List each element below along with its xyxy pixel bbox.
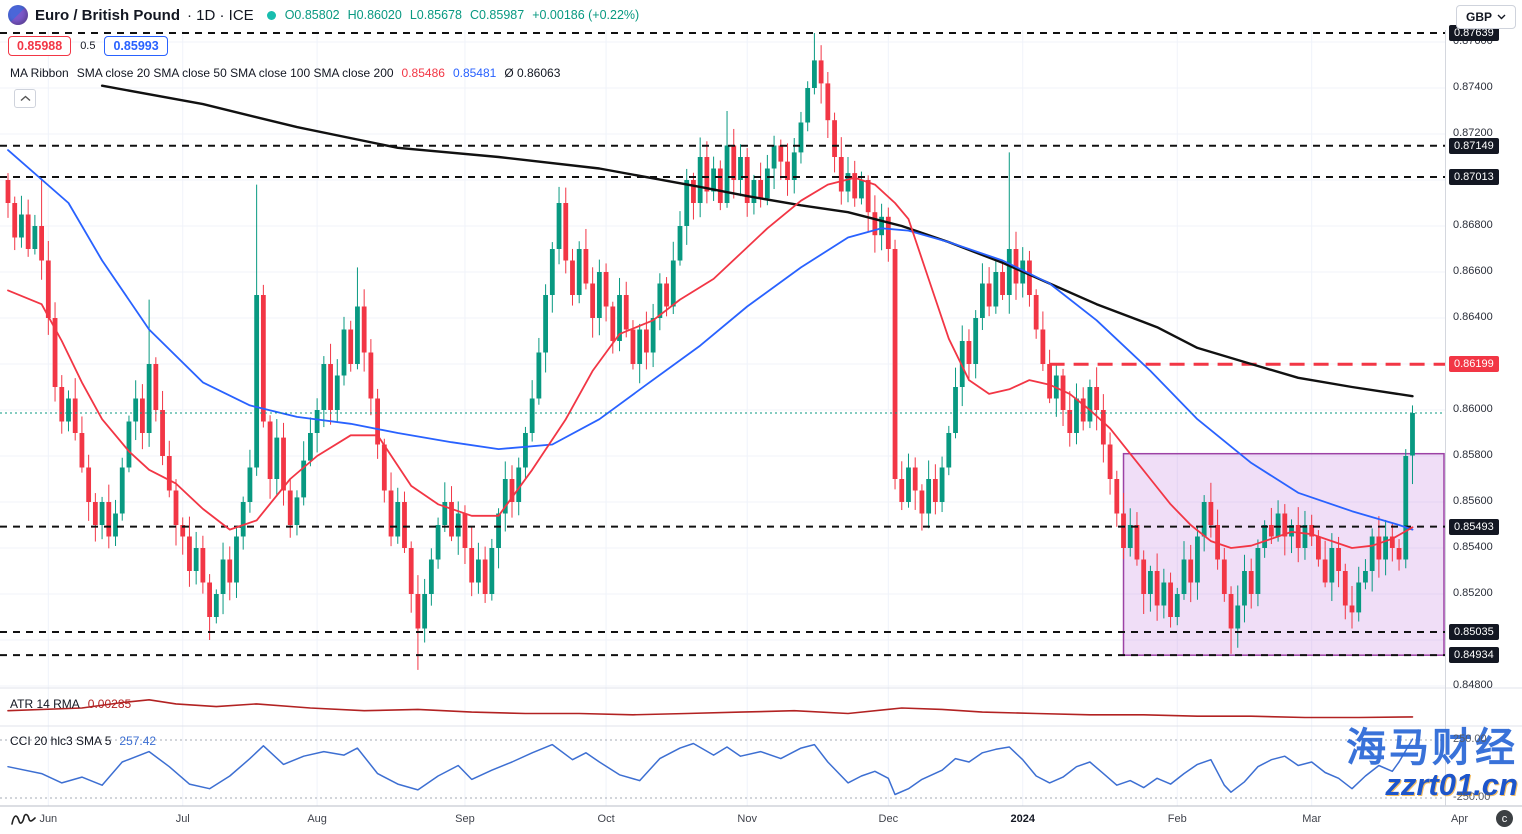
price-tick-label: 0.85400 bbox=[1453, 541, 1493, 553]
time-axis[interactable]: Jun Jul Aug Sep Oct Nov Dec 2024 Feb Mar Apr bbox=[0, 807, 1522, 834]
time-tick-label: Aug bbox=[307, 813, 327, 825]
price-level-badge: 0.87149 bbox=[1449, 137, 1499, 154]
price-tick-label: 0.87400 bbox=[1453, 81, 1493, 93]
spread-value: 0.5 bbox=[80, 40, 96, 52]
price-level-badge: 0.87639 bbox=[1449, 25, 1499, 42]
ma-average-value: Ø 0.86063 bbox=[504, 66, 561, 80]
sma20-value: 0.85486 bbox=[401, 66, 445, 80]
price-tick-label: 0.86400 bbox=[1453, 311, 1493, 323]
bid-price[interactable]: 0.85988 bbox=[8, 36, 72, 56]
price-tick-label: 0.84800 bbox=[1453, 679, 1493, 691]
cci-value: 257.42 bbox=[119, 734, 157, 748]
time-tick-label: Feb bbox=[1167, 813, 1187, 825]
collapse-legend-button[interactable] bbox=[14, 89, 36, 108]
open-label: O bbox=[284, 8, 295, 22]
close-label: C bbox=[469, 8, 479, 22]
price-tick-label: 0.85200 bbox=[1453, 587, 1493, 599]
price-tick-label: 0.85600 bbox=[1453, 495, 1493, 507]
time-tick-label: Jul bbox=[175, 813, 190, 825]
cci-upper-band-label: 250.00 bbox=[1453, 733, 1487, 745]
ma-ribbon-title: MA Ribbon bbox=[10, 66, 69, 80]
sma50-value: 0.85481 bbox=[452, 66, 497, 80]
symbol-title[interactable]: Euro / British Pound bbox=[35, 6, 180, 24]
price-axis[interactable]: 0.876000.874000.872000.868000.866000.864… bbox=[1446, 25, 1522, 806]
cci-lower-band-label: -250.00 bbox=[1453, 791, 1491, 803]
copyright-icon: c bbox=[1496, 810, 1513, 827]
time-tick-label: Mar bbox=[1302, 813, 1322, 825]
cci-title: CCI 20 hlc3 SMA 5 bbox=[10, 734, 112, 748]
currency-toggle-button[interactable]: GBP bbox=[1455, 5, 1516, 29]
price-level-badge: 0.85035 bbox=[1449, 623, 1499, 640]
high-label: H bbox=[347, 8, 357, 22]
bid-ask-widget: 0.85988 0.5 0.85993 bbox=[8, 36, 168, 56]
scribble-logo-icon bbox=[11, 813, 36, 825]
open-value: 0.85802 bbox=[294, 8, 340, 22]
symbol-logo-icon bbox=[8, 5, 28, 25]
ohlc-readout: O 0.85802 H 0.86020 L 0.85678 C 0.85987 … bbox=[285, 8, 640, 22]
ma-ribbon-legend[interactable]: MA Ribbon SMA close 20 SMA close 50 SMA … bbox=[10, 66, 560, 80]
price-level-badge: 0.87013 bbox=[1449, 169, 1499, 185]
chevron-up-icon bbox=[20, 95, 30, 102]
low-value: 0.85678 bbox=[416, 8, 462, 22]
currency-label: GBP bbox=[1465, 10, 1492, 24]
market-status-icon bbox=[266, 10, 276, 20]
time-tick-label: Apr bbox=[1450, 813, 1469, 825]
price-tick-label: 0.87200 bbox=[1453, 127, 1493, 139]
atr-value: 0.00285 bbox=[87, 697, 132, 711]
ma-ribbon-params: SMA close 20 SMA close 50 SMA close 100 … bbox=[76, 66, 394, 80]
cci-legend[interactable]: CCI 20 hlc3 SMA 5 257.42 bbox=[10, 734, 156, 748]
price-tick-label: 0.86000 bbox=[1453, 403, 1493, 415]
time-tick-label: Dec bbox=[878, 813, 899, 825]
atr-legend[interactable]: ATR 14 RMA 0.00285 bbox=[10, 697, 131, 711]
high-value: 0.86020 bbox=[356, 8, 402, 22]
price-level-badge: 0.84934 bbox=[1449, 647, 1499, 664]
time-tick-label: Nov bbox=[737, 813, 757, 825]
price-tick-label: 0.86600 bbox=[1453, 265, 1493, 277]
time-tick-label: Oct bbox=[597, 813, 615, 825]
price-level-badge: 0.86199 bbox=[1449, 356, 1499, 373]
atr-title: ATR 14 RMA bbox=[10, 697, 80, 711]
close-value: 0.85987 bbox=[479, 8, 525, 22]
time-tick-label: Jun bbox=[39, 813, 58, 825]
time-tick-label: 2024 bbox=[1010, 813, 1035, 825]
change-value: +0.00186 (+0.22%) bbox=[532, 8, 640, 22]
chevron-down-icon bbox=[1497, 14, 1506, 20]
price-tick-label: 0.86800 bbox=[1453, 219, 1493, 231]
ask-price[interactable]: 0.85993 bbox=[104, 36, 168, 56]
price-tick-label: 0.85800 bbox=[1453, 449, 1493, 461]
low-label: L bbox=[409, 8, 417, 22]
time-tick-label: Sep bbox=[455, 813, 475, 825]
chart-header: Euro / British Pound · 1D · ICE O 0.8580… bbox=[0, 0, 1522, 30]
price-level-badge: 0.85493 bbox=[1449, 518, 1499, 535]
symbol-meta: · 1D · ICE bbox=[187, 6, 254, 24]
